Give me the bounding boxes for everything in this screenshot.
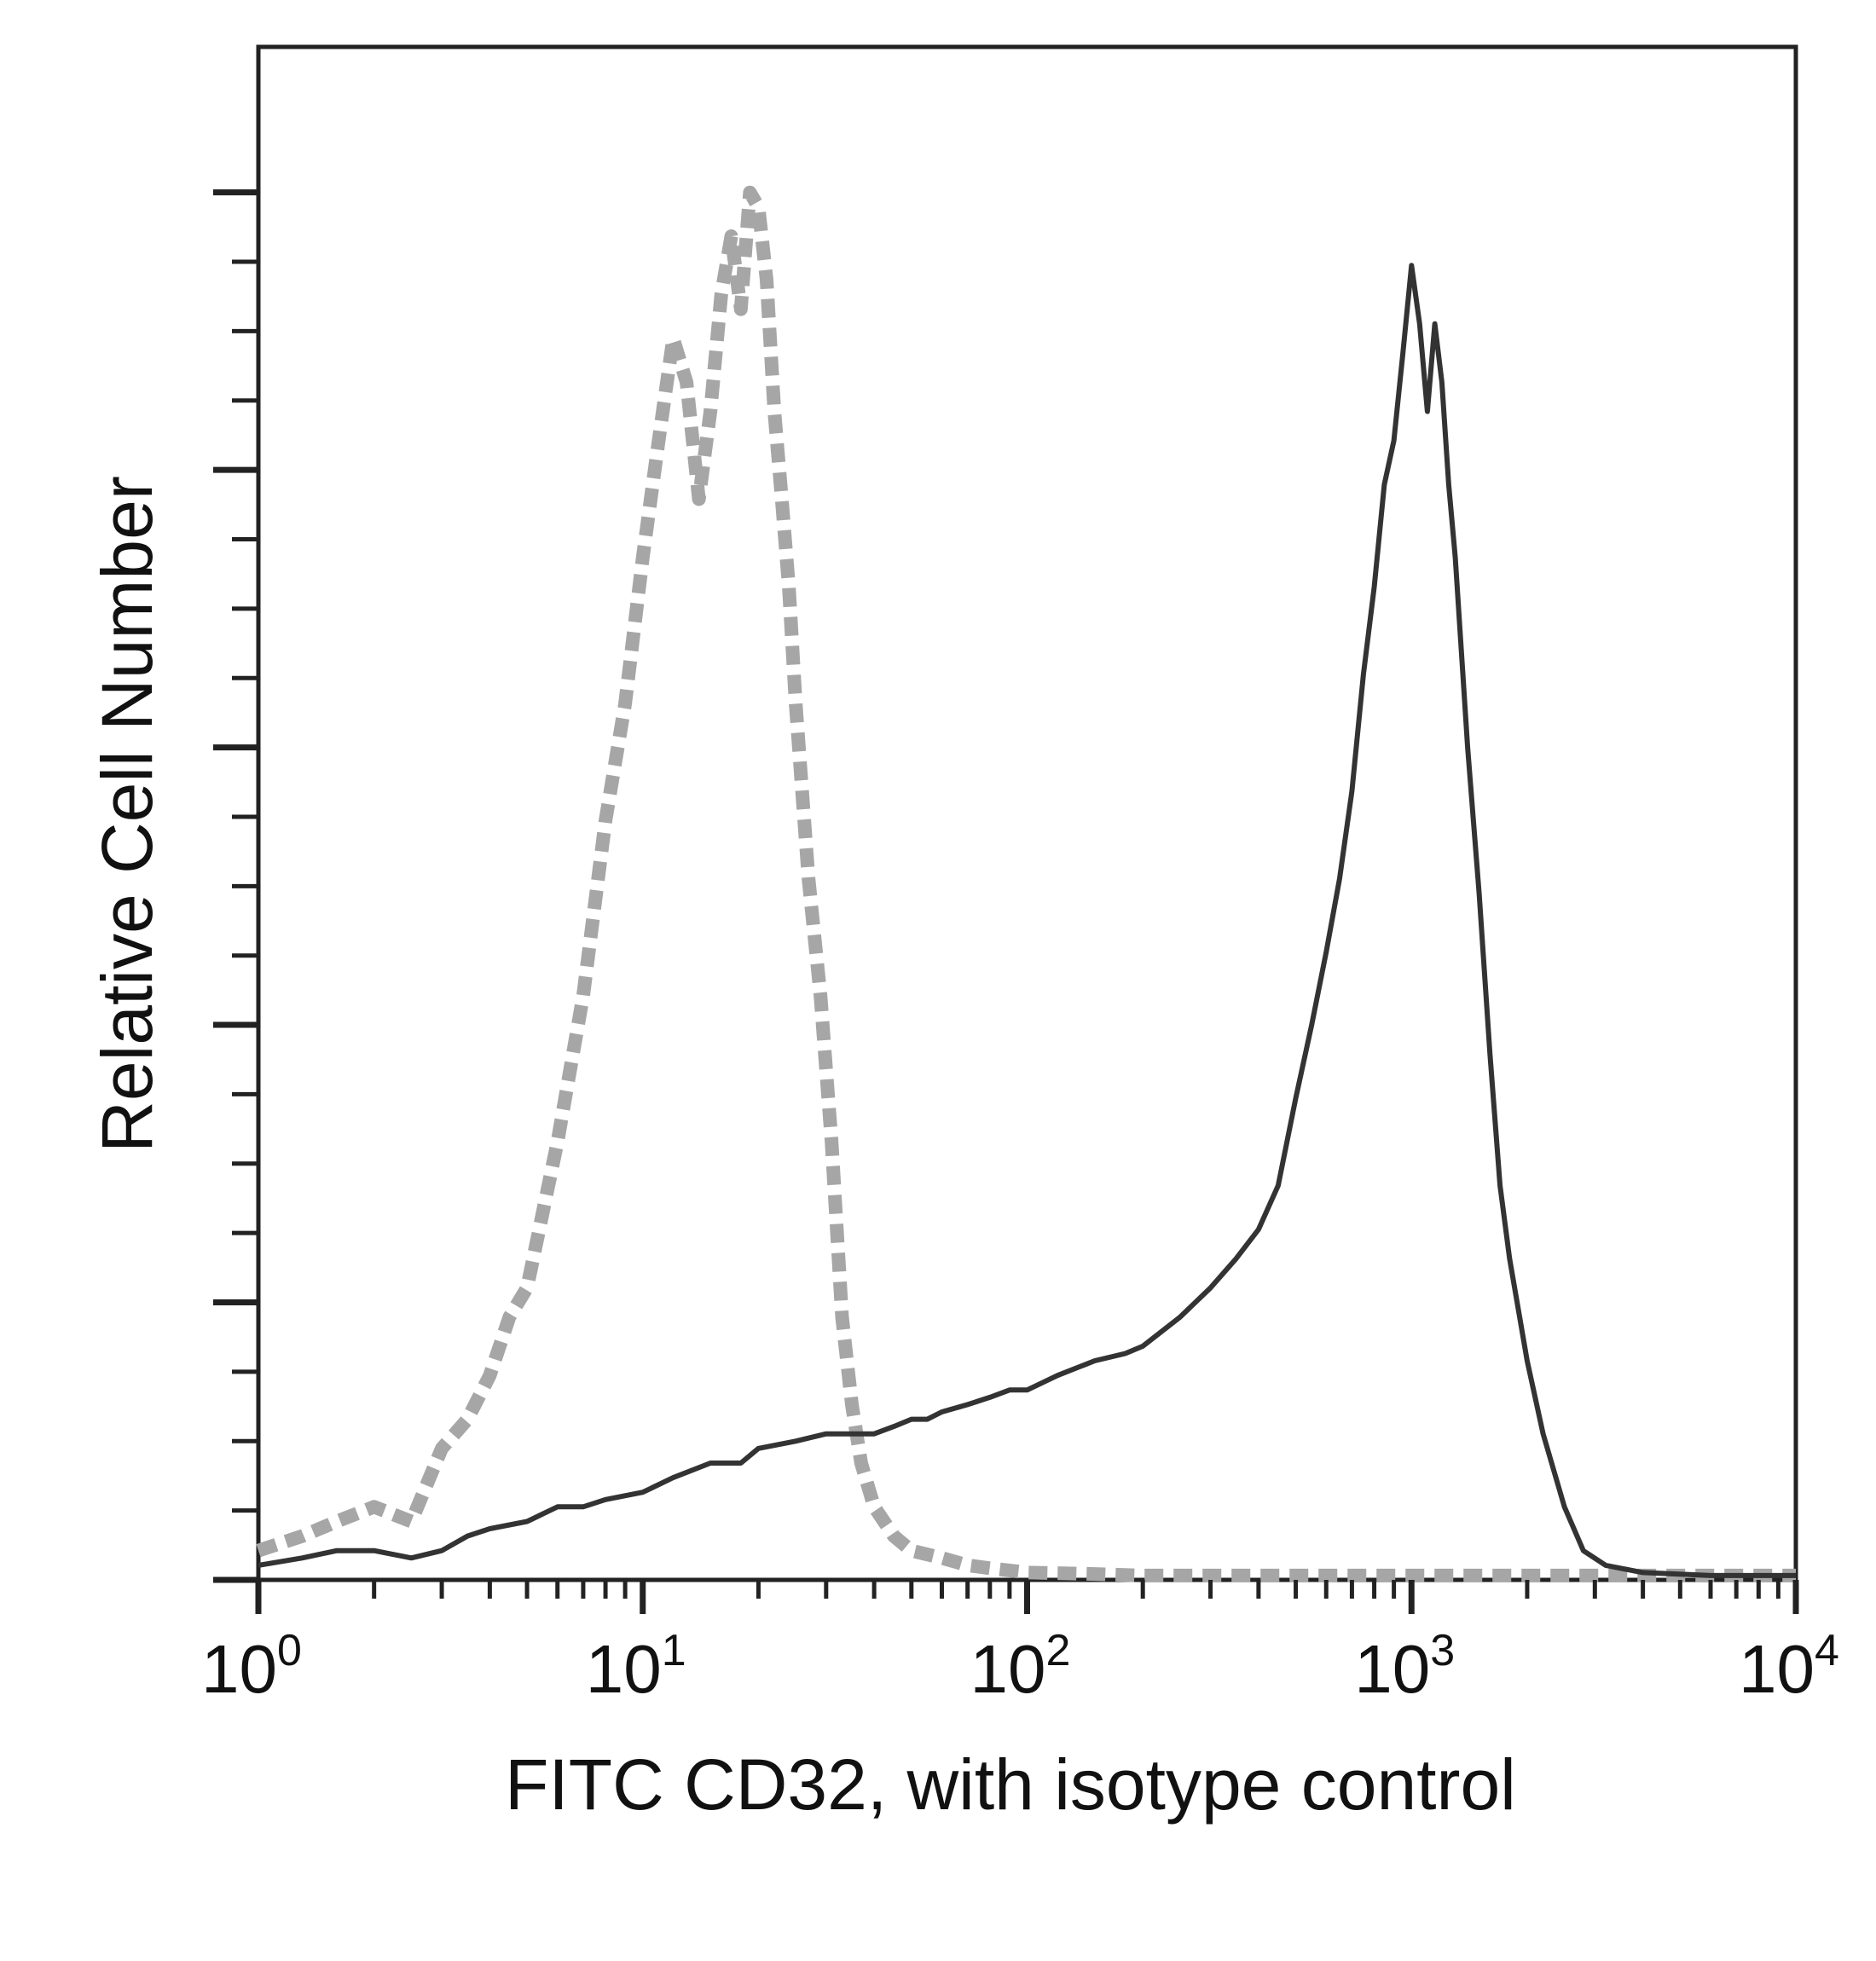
x-tick-label: 104: [1739, 1626, 1839, 1707]
x-axis-label: FITC CD32, with isotype control: [505, 1744, 1516, 1825]
x-tick-label: 102: [970, 1626, 1071, 1707]
y-axis-label: Relative Cell Number: [87, 476, 167, 1153]
x-axis: 100 101 102 103 104: [201, 1580, 1839, 1707]
plot-frame: [256, 44, 1798, 1582]
x-tick-label: 100: [201, 1626, 302, 1707]
series-isotype-control-line: [256, 185, 1796, 1582]
x-tick-label: 101: [586, 1626, 686, 1707]
x-tick-label: 103: [1354, 1626, 1455, 1707]
y-axis: [213, 189, 258, 1583]
series-fitc-cd32-line: [258, 263, 1796, 1578]
series-layer: [256, 185, 1796, 1582]
